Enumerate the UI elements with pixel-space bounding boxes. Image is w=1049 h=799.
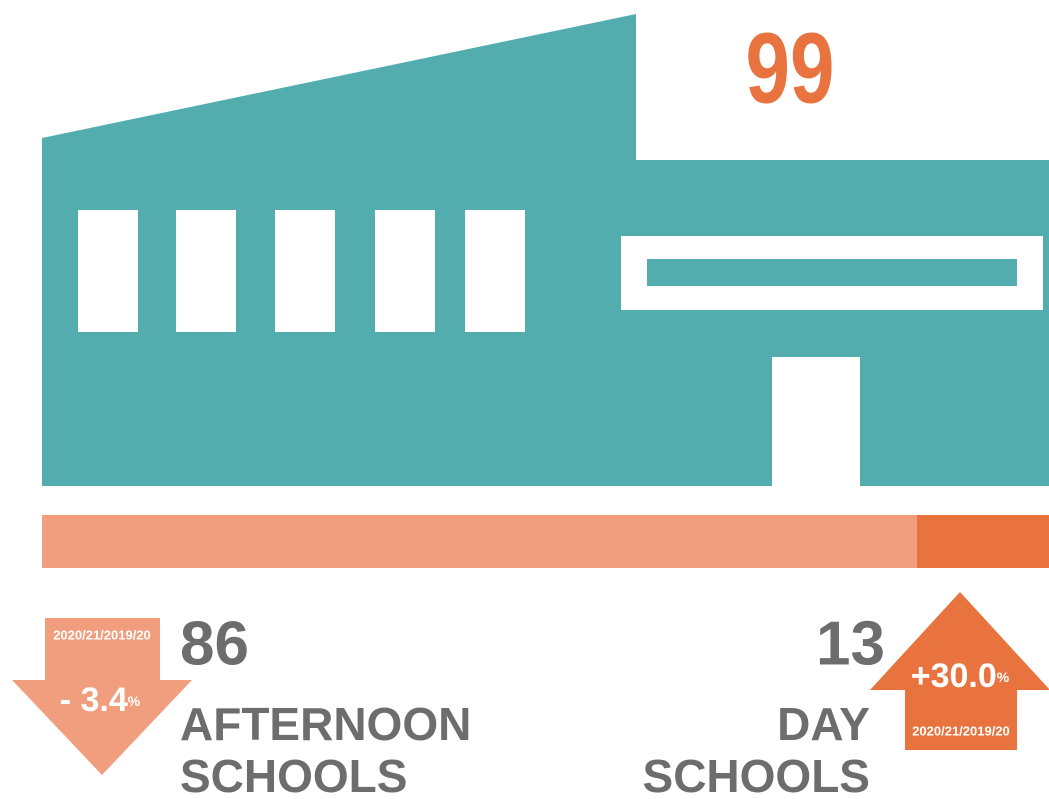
window — [176, 210, 236, 332]
window — [375, 210, 435, 332]
window — [465, 210, 525, 332]
label: SCHOOLS — [180, 750, 407, 799]
total: 99 — [746, 13, 835, 125]
label: AFTERNOON — [180, 698, 471, 750]
bar-segment — [42, 515, 917, 568]
long-window-inner — [647, 259, 1017, 286]
window — [78, 210, 138, 332]
count: 13 — [816, 609, 885, 678]
change-value: +30.0 — [911, 657, 997, 695]
period: 2020/21/2019/20 — [53, 627, 151, 642]
change: +30.0% — [911, 657, 1010, 695]
label: DAY — [777, 698, 870, 750]
infographic: 99 2020/21/2019/20 - 3.4% 86 AFTERNOON S… — [0, 0, 1049, 799]
label: SCHOOLS — [643, 750, 870, 799]
period: 2020/21/2019/20 — [912, 723, 1010, 738]
window — [275, 210, 335, 332]
change-unit: % — [128, 693, 141, 709]
change-value: - 3.4 — [60, 681, 128, 719]
count: 86 — [180, 609, 249, 678]
change-unit: % — [997, 669, 1010, 685]
bar-segment — [917, 515, 1049, 568]
